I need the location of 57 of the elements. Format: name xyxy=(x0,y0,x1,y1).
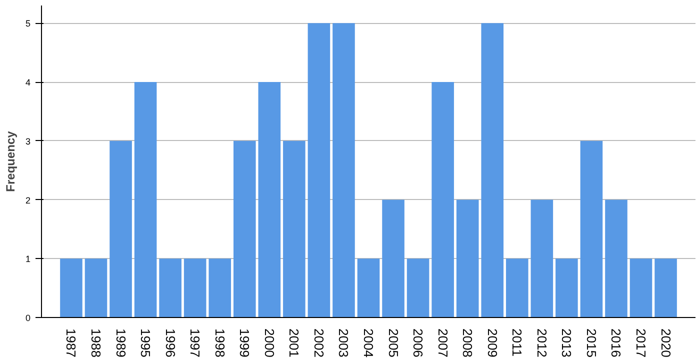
bar xyxy=(110,140,132,318)
bar xyxy=(481,23,504,318)
bar xyxy=(506,258,528,318)
bar xyxy=(580,140,603,318)
bar xyxy=(134,82,157,318)
bar xyxy=(530,200,554,318)
y-tick-label: 1 xyxy=(25,254,31,264)
x-tick-label: 2012 xyxy=(534,328,550,358)
x-tick-label: 1998 xyxy=(212,328,228,358)
bar xyxy=(60,258,82,318)
x-tick-label: 1988 xyxy=(88,328,104,358)
x-tick-label: 2000 xyxy=(262,328,277,358)
bar xyxy=(456,200,479,318)
y-tick-label: 0 xyxy=(25,313,31,323)
x-tick-label: 2017 xyxy=(634,328,648,358)
bar xyxy=(184,258,206,318)
bar xyxy=(556,258,578,318)
x-tick-label: 2004 xyxy=(361,328,376,358)
bar xyxy=(605,200,628,318)
x-tick-label: 2020 xyxy=(658,328,674,358)
x-tick-label: 2008 xyxy=(460,328,476,358)
x-tick-label: 2011 xyxy=(510,328,525,356)
bar xyxy=(84,258,108,318)
x-tick-label: 1999 xyxy=(237,328,252,358)
x-tick-label: 2015 xyxy=(584,328,599,358)
bar xyxy=(406,258,430,318)
x-tick-label: 2003 xyxy=(336,328,352,358)
bar xyxy=(208,258,232,318)
x-tick-label: 2009 xyxy=(484,328,500,358)
y-tick-label: 3 xyxy=(25,136,31,146)
x-tick-label: 1989 xyxy=(113,328,128,358)
y-tick-label: 4 xyxy=(25,78,31,88)
x-tick-label: 1995 xyxy=(138,328,154,358)
bar xyxy=(382,200,404,318)
bar xyxy=(308,23,330,318)
x-tick-label: 2016 xyxy=(608,328,624,358)
bar xyxy=(357,258,380,318)
x-tick-label: 1987 xyxy=(64,328,79,358)
bar xyxy=(233,140,256,318)
bar xyxy=(283,140,306,318)
y-tick-label: 2 xyxy=(25,195,31,206)
x-tick-label: 2013 xyxy=(559,328,574,358)
bar xyxy=(332,23,355,318)
y-tick-label: 5 xyxy=(25,18,31,29)
bar xyxy=(258,82,281,318)
x-tick-label: 1996 xyxy=(162,328,178,358)
x-tick-label: 2005 xyxy=(386,328,401,358)
x-tick-label: 1997 xyxy=(188,328,203,358)
bar xyxy=(654,258,677,318)
bar xyxy=(630,258,652,318)
x-tick-label: 2006 xyxy=(410,328,426,358)
bar xyxy=(159,258,182,318)
x-tick-label: 2007 xyxy=(435,328,450,358)
x-tick-label: 2001 xyxy=(286,328,302,358)
bar xyxy=(432,82,454,318)
y-axis-title: Frequency xyxy=(3,130,18,192)
x-tick-label: 2002 xyxy=(311,328,326,358)
